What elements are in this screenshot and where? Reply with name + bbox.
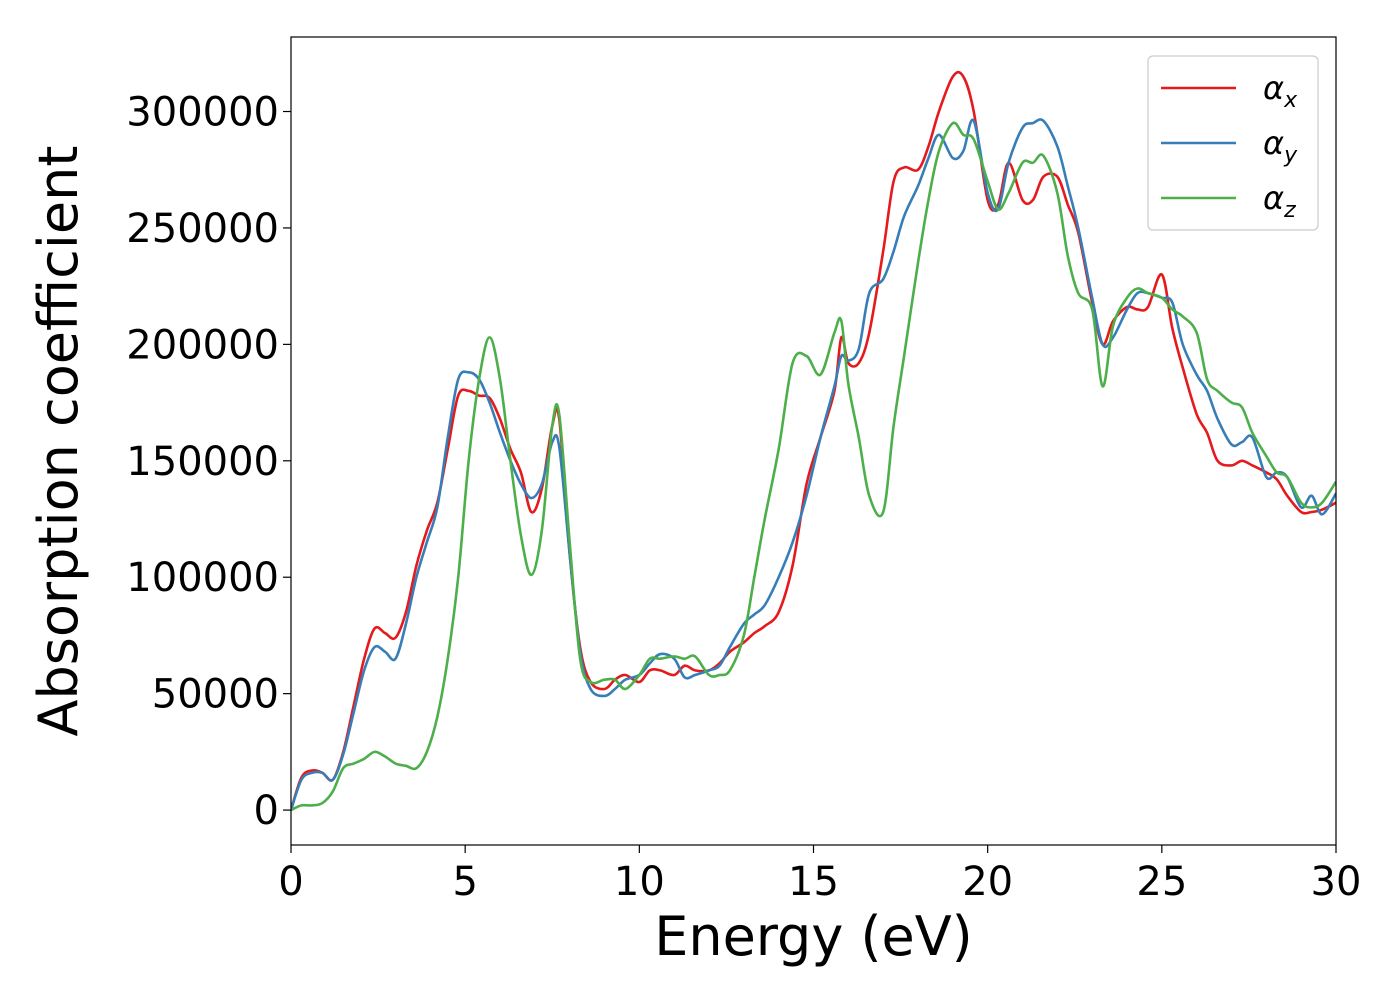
legend-label: αx <box>1263 69 1298 113</box>
x-axis-title: Energy (eV) <box>654 905 973 968</box>
x-tick-label: 10 <box>614 859 665 905</box>
series-line-z <box>291 121 1336 812</box>
y-tick-label: 0 <box>254 788 279 834</box>
legend-item-x: αx <box>1161 69 1298 113</box>
y-tick-label: 100000 <box>126 555 279 601</box>
y-tick-label: 200000 <box>126 322 279 368</box>
x-tick-label: 20 <box>962 859 1013 905</box>
legend-item-z: αz <box>1161 179 1296 223</box>
x-tick-label: 25 <box>1136 859 1187 905</box>
x-tick-label: 5 <box>452 859 477 905</box>
legend-label: αz <box>1263 179 1296 223</box>
y-tick-label: 150000 <box>126 439 279 485</box>
x-tick-label: 0 <box>278 859 303 905</box>
legend: αx αy αz <box>1147 55 1319 231</box>
x-tick-label: 30 <box>1311 859 1362 905</box>
x-axis: 0 5 10 15 20 25 30 <box>278 845 1361 905</box>
y-tick-label: 250000 <box>126 206 279 252</box>
y-axis: 0 50000 100000 150000 200000 250000 300000 <box>126 90 291 834</box>
series-layer <box>291 70 1336 812</box>
x-tick-label: 15 <box>788 859 839 905</box>
y-axis-title: Absorption coefficient <box>27 146 90 737</box>
legend-item-y: αy <box>1161 124 1298 168</box>
y-tick-label: 300000 <box>126 90 279 136</box>
y-tick-label: 50000 <box>152 672 279 718</box>
legend-label: αy <box>1263 124 1298 168</box>
